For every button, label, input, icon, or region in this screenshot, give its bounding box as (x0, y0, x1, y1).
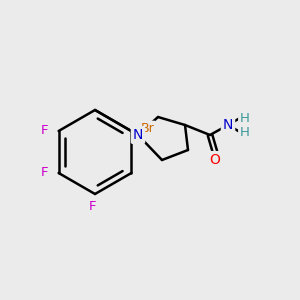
Text: O: O (210, 153, 220, 167)
Text: F: F (41, 124, 48, 136)
Text: F: F (89, 200, 97, 214)
Text: N: N (223, 118, 233, 132)
Text: N: N (133, 128, 143, 142)
Text: H: H (240, 112, 250, 124)
Text: Br: Br (140, 122, 154, 136)
Text: F: F (41, 167, 48, 179)
Text: H: H (240, 125, 250, 139)
